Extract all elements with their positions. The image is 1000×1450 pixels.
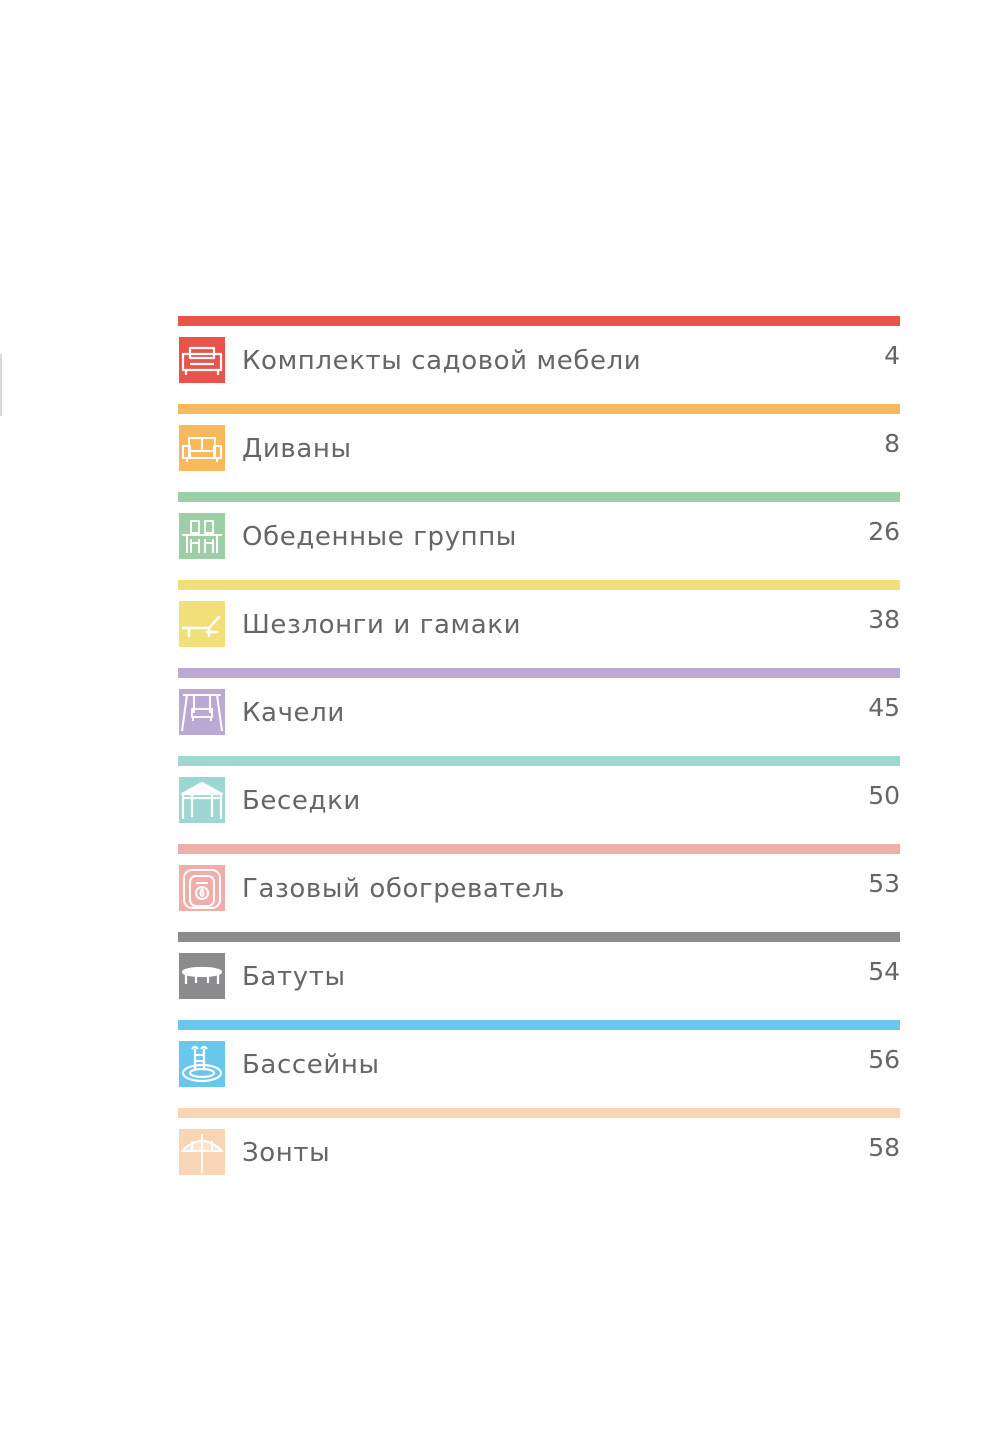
table-of-contents: Комплекты садовой мебели 4 Диваны 8: [178, 316, 900, 1196]
toc-page-number: 56: [868, 1045, 900, 1074]
toc-color-bar: [178, 844, 900, 854]
toc-entry-title: Шезлонги и гамаки: [242, 610, 522, 640]
toc-page-number: 54: [868, 957, 900, 986]
toc-page-number: 53: [868, 869, 900, 898]
toc-page-number: 38: [868, 605, 900, 634]
toc-page-number: 4: [884, 341, 900, 370]
sofa-icon: [179, 425, 225, 471]
toc-entry-sofas[interactable]: Диваны 8: [178, 404, 900, 492]
toc-entry-title: Газовый обогреватель: [242, 874, 565, 904]
toc-color-bar: [178, 316, 900, 326]
page-edge-mark: [0, 354, 2, 416]
toc-color-bar: [178, 580, 900, 590]
toc-color-bar: [178, 492, 900, 502]
toc-entry-pools[interactable]: Бассейны 56: [178, 1020, 900, 1108]
toc-color-bar: [178, 1108, 900, 1118]
toc-color-bar: [178, 756, 900, 766]
toc-color-bar: [178, 1020, 900, 1030]
toc-entry-title: Диваны: [242, 434, 352, 464]
dining-group-icon: [179, 513, 225, 559]
toc-color-bar: [178, 932, 900, 942]
toc-entry-swings[interactable]: Качели 45: [178, 668, 900, 756]
toc-entry-gas-heater[interactable]: Газовый обогреватель 53: [178, 844, 900, 932]
toc-entry-title: Комплекты садовой мебели: [242, 346, 642, 376]
toc-page-number: 50: [868, 781, 900, 810]
gas-heater-icon: [179, 865, 225, 911]
lounger-icon: [179, 601, 225, 647]
furniture-set-icon: [179, 337, 225, 383]
toc-entry-title: Беседки: [242, 786, 361, 816]
gazebo-icon: [179, 777, 225, 823]
toc-entry-loungers-hammocks[interactable]: Шезлонги и гамаки 38: [178, 580, 900, 668]
umbrella-icon: [179, 1129, 225, 1175]
toc-entry-title: Зонты: [242, 1138, 331, 1168]
toc-entry-title: Обеденные группы: [242, 522, 517, 552]
toc-color-bar: [178, 404, 900, 414]
toc-entry-gazebos[interactable]: Беседки 50: [178, 756, 900, 844]
toc-page-number: 58: [868, 1133, 900, 1162]
toc-color-bar: [178, 668, 900, 678]
toc-entry-dining-groups[interactable]: Обеденные группы 26: [178, 492, 900, 580]
toc-entry-furniture-sets[interactable]: Комплекты садовой мебели 4: [178, 316, 900, 404]
trampoline-icon: [179, 953, 225, 999]
toc-page-number: 26: [868, 517, 900, 546]
toc-page-number: 45: [868, 693, 900, 722]
toc-entry-title: Бассейны: [242, 1050, 380, 1080]
toc-page-number: 8: [884, 429, 900, 458]
swing-icon: [179, 689, 225, 735]
toc-entry-trampolines[interactable]: Батуты 54: [178, 932, 900, 1020]
toc-entry-title: Батуты: [242, 962, 346, 992]
pool-icon: [179, 1041, 225, 1087]
toc-entry-umbrellas[interactable]: Зонты 58: [178, 1108, 900, 1196]
toc-entry-title: Качели: [242, 698, 345, 728]
